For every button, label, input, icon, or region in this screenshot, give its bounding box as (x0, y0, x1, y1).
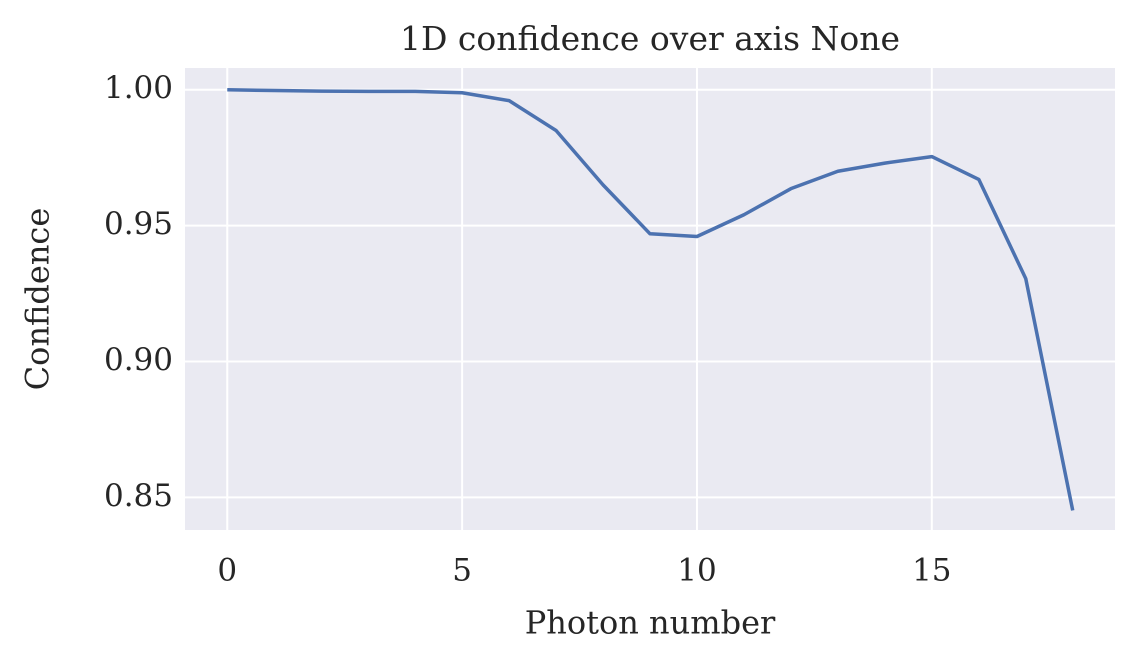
chart-title: 1D confidence over axis None (400, 19, 900, 58)
y-tick-label: 0.85 (104, 478, 173, 514)
x-tick-label: 10 (677, 553, 716, 589)
y-tick-label: 0.95 (104, 206, 173, 242)
y-axis-label: Confidence (19, 208, 57, 391)
plot-background (185, 68, 1115, 530)
y-tick-label: 1.00 (104, 70, 173, 106)
x-axis-label: Photon number (525, 604, 776, 642)
x-tick-label: 5 (452, 553, 472, 589)
data-line (227, 87, 1075, 511)
x-tick-label: 15 (912, 553, 951, 589)
x-tick-label: 0 (217, 553, 237, 589)
y-tick-label: 0.90 (104, 342, 173, 378)
